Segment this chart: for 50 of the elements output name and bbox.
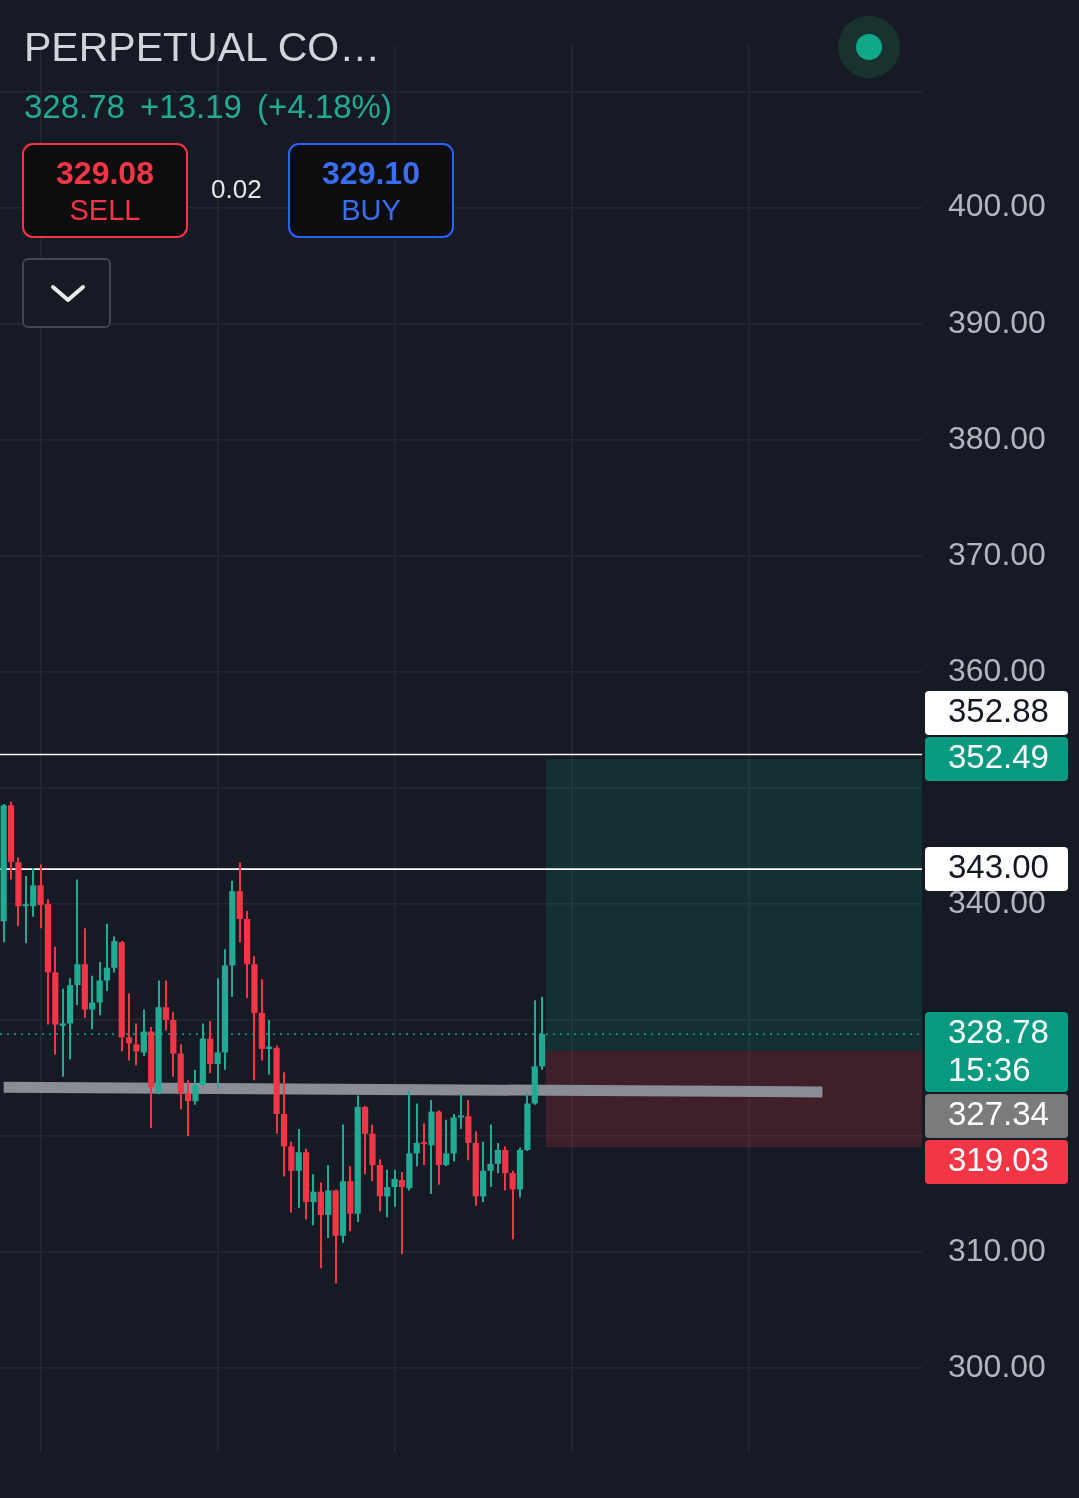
candlestick bbox=[494, 1141, 501, 1175]
candlestick bbox=[391, 1168, 398, 1208]
candlestick bbox=[192, 1068, 199, 1106]
text: 328.78 +13.19 (+4.18%) bbox=[24, 87, 392, 127]
candlestick bbox=[457, 1093, 465, 1131]
ref-line-label: 343.00 bbox=[948, 848, 1049, 886]
candlestick bbox=[74, 878, 81, 1006]
candlestick bbox=[502, 1145, 509, 1192]
candlestick bbox=[310, 1173, 317, 1227]
candlestick bbox=[509, 1169, 516, 1241]
annotation: BUY bbox=[341, 192, 401, 228]
candlestick bbox=[133, 1022, 140, 1067]
candlestick bbox=[59, 987, 66, 1078]
candlestick bbox=[96, 960, 103, 1017]
annotation: 329.08 bbox=[56, 153, 154, 192]
text: 15:36 bbox=[948, 1051, 1031, 1089]
candlestick bbox=[384, 1168, 391, 1219]
candlestick bbox=[295, 1128, 302, 1209]
candlestick bbox=[125, 992, 133, 1062]
candlestick bbox=[162, 979, 170, 1032]
candlestick bbox=[89, 974, 96, 1031]
candlestick bbox=[421, 1122, 428, 1167]
y-tick-label: 390.00 bbox=[948, 303, 1046, 340]
candlestick bbox=[487, 1123, 494, 1189]
y-tick-label: 380.00 bbox=[948, 419, 1046, 456]
y-tick-label: 300.00 bbox=[948, 1347, 1046, 1384]
candlestick bbox=[214, 977, 221, 1090]
annotation: SELL bbox=[69, 192, 141, 228]
buy-button: 329.10 BUY bbox=[288, 143, 454, 238]
y-tick-label: 370.00 bbox=[948, 535, 1046, 572]
band-label: 319.03 bbox=[948, 1141, 1049, 1179]
y-tick-label: 400.00 bbox=[948, 187, 1046, 224]
candlestick bbox=[443, 1118, 450, 1168]
annotation: 329.10 bbox=[322, 153, 420, 192]
y-tick-label: 310.00 bbox=[948, 1231, 1046, 1268]
candlestick bbox=[317, 1181, 324, 1270]
y-tick-label: 360.00 bbox=[948, 651, 1046, 688]
candlestick bbox=[398, 1170, 406, 1256]
candlestick bbox=[103, 922, 111, 992]
sell-button: 329.08 SELL bbox=[22, 143, 188, 238]
text: 327.34 bbox=[948, 1095, 1049, 1133]
candlestick bbox=[140, 1008, 147, 1057]
candlestick bbox=[413, 1102, 420, 1168]
y-tick-label: 340.00 bbox=[948, 883, 1046, 920]
ref-line-label: 352.88 bbox=[948, 692, 1049, 730]
ref-line-label: 328.78 bbox=[948, 1013, 1049, 1051]
candlestick bbox=[184, 1079, 192, 1137]
band-label: 352.49 bbox=[948, 738, 1049, 776]
chart-title: PERPETUAL CO… bbox=[24, 23, 381, 72]
annotation: 0.02 bbox=[211, 173, 262, 205]
